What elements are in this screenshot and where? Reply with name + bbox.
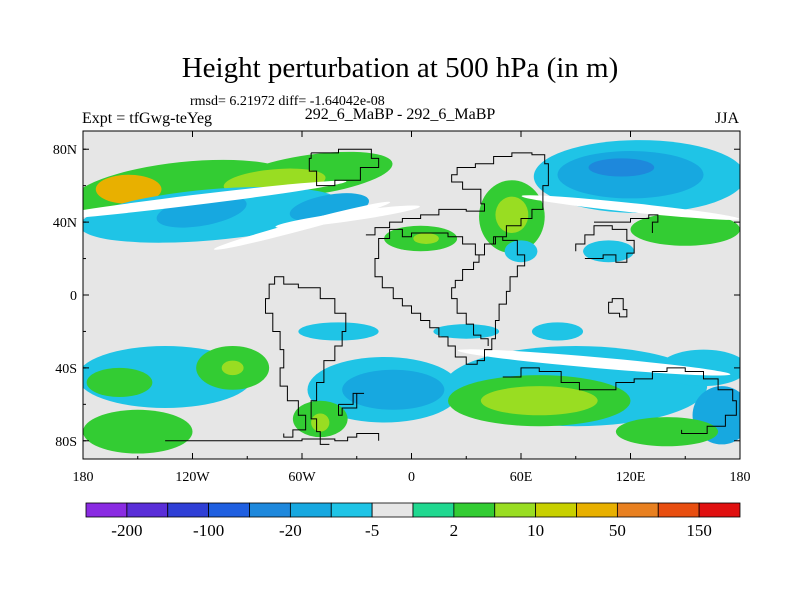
anomaly-siberia-low-core bbox=[588, 158, 655, 177]
anomaly-se-pacific-cyan bbox=[531, 322, 584, 341]
colorbar-box bbox=[208, 502, 250, 518]
coastline-4 bbox=[338, 392, 365, 416]
colorbar-label: 2 bbox=[450, 521, 459, 540]
coastline-5 bbox=[502, 367, 737, 434]
colorbar-box bbox=[371, 502, 414, 518]
x-tick-label: 180 bbox=[730, 470, 751, 485]
zero-contour-gap bbox=[457, 349, 731, 376]
expt-label: Expt = tfGwg-teYeg bbox=[82, 110, 213, 127]
colorbar-label: -20 bbox=[279, 521, 302, 540]
colorbar-label: 150 bbox=[686, 521, 712, 540]
x-tick-label: 120W bbox=[175, 470, 210, 485]
colorbar-box bbox=[657, 502, 700, 518]
x-tick-label: 60E bbox=[510, 470, 533, 485]
anomaly-sh-west-yellow bbox=[221, 360, 244, 376]
colorbar-box bbox=[167, 502, 210, 518]
anomaly-sh-far-east-cyan bbox=[659, 349, 740, 387]
anomaly-sh-west-green-b bbox=[86, 367, 153, 398]
y-tick-label: 80S bbox=[55, 435, 77, 450]
anomaly-sh-sw-green bbox=[83, 409, 193, 454]
coastline-1 bbox=[365, 152, 549, 365]
colorbar: -200 -100 -20 -5 2 10 50 150 bbox=[85, 502, 741, 540]
y-axis: 80N 40N 0 40S 80S bbox=[53, 143, 740, 450]
coastline-6 bbox=[575, 225, 635, 263]
anomaly-indian-cyan bbox=[433, 324, 500, 339]
anomaly-asia-cyan-tail bbox=[583, 240, 635, 263]
colorbar-box bbox=[412, 502, 455, 518]
anomaly-atlantic-yellow bbox=[413, 233, 439, 244]
colorbar-box bbox=[453, 502, 496, 518]
anomaly-sh-mid-blue bbox=[342, 369, 445, 410]
chart-title: Height perturbation at 500 hPa (in m) bbox=[181, 52, 619, 84]
anomaly-atlantic-cyan-south bbox=[298, 322, 379, 341]
colorbar-box bbox=[289, 502, 332, 518]
y-tick-label: 40S bbox=[55, 362, 77, 377]
anomaly-nh-band-west-peak bbox=[95, 174, 162, 204]
zero-contour-gap bbox=[83, 180, 347, 220]
x-tick-label: 120E bbox=[616, 470, 646, 485]
colorbar-box bbox=[330, 502, 373, 518]
anomaly-sh-east-yellow bbox=[480, 386, 598, 416]
x-tick-label: 0 bbox=[408, 470, 415, 485]
x-tick-label: 180 bbox=[73, 470, 94, 485]
anomaly-fills bbox=[83, 140, 740, 454]
y-tick-label: 80N bbox=[53, 143, 77, 158]
coastline-7 bbox=[594, 214, 659, 234]
colorbar-label: -5 bbox=[365, 521, 379, 540]
y-tick-label: 40N bbox=[53, 216, 77, 231]
zero-contour-gap bbox=[213, 201, 391, 250]
coastline-2 bbox=[165, 432, 380, 442]
colorbar-box bbox=[535, 502, 577, 518]
season-label: JJA bbox=[715, 110, 740, 127]
coastline-3 bbox=[265, 276, 347, 445]
anomaly-sh-sa-yellow bbox=[311, 413, 330, 432]
colorbar-box bbox=[494, 502, 537, 518]
x-axis: 180 120W 60W 0 60E 120E 180 bbox=[73, 131, 751, 485]
colorbar-box bbox=[616, 502, 659, 518]
colorbar-box bbox=[85, 502, 128, 518]
coastline-8 bbox=[608, 298, 628, 318]
colorbar-box bbox=[126, 502, 169, 518]
stats-label: rmsd= 6.21972 diff= -1.64042e-08 bbox=[190, 94, 385, 109]
anomaly-sh-far-east-green bbox=[615, 417, 719, 447]
colorbar-box bbox=[698, 502, 741, 518]
coastlines bbox=[165, 148, 737, 445]
colorbar-label: 50 bbox=[609, 521, 626, 540]
colorbar-box bbox=[249, 502, 291, 518]
anomaly-asia-yellow bbox=[495, 196, 529, 234]
y-tick-label: 0 bbox=[70, 289, 77, 304]
colorbar-label: -100 bbox=[193, 521, 224, 540]
run-label: 292_6_MaBP - 292_6_MaBP bbox=[304, 106, 496, 123]
colorbar-label: 10 bbox=[527, 521, 544, 540]
colorbar-label: -200 bbox=[111, 521, 142, 540]
zero-contour-gap bbox=[521, 195, 740, 220]
colorbar-box bbox=[576, 502, 618, 518]
anomaly-china-cyan bbox=[504, 240, 538, 263]
x-tick-label: 60W bbox=[288, 470, 316, 485]
coastline-0 bbox=[308, 148, 380, 187]
